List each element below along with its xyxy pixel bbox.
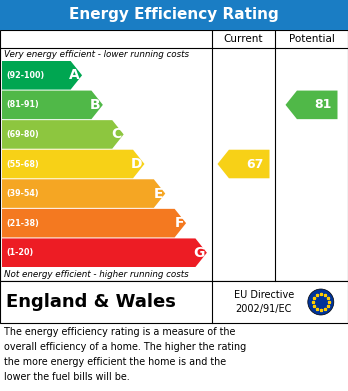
Text: Energy Efficiency Rating: Energy Efficiency Rating bbox=[69, 7, 279, 23]
Polygon shape bbox=[2, 179, 165, 208]
Text: G: G bbox=[193, 246, 205, 260]
Bar bbox=[0, 0, 348, 30]
Text: (69-80): (69-80) bbox=[6, 130, 39, 139]
Polygon shape bbox=[2, 209, 186, 237]
Polygon shape bbox=[2, 120, 124, 149]
Polygon shape bbox=[2, 150, 144, 178]
Polygon shape bbox=[2, 239, 207, 267]
Polygon shape bbox=[2, 61, 82, 90]
Text: (55-68): (55-68) bbox=[6, 160, 39, 169]
Text: (39-54): (39-54) bbox=[6, 189, 39, 198]
Text: A: A bbox=[69, 68, 80, 82]
Text: Current: Current bbox=[224, 34, 263, 44]
Text: EU Directive
2002/91/EC: EU Directive 2002/91/EC bbox=[234, 290, 294, 314]
Polygon shape bbox=[2, 91, 103, 119]
Text: 67: 67 bbox=[246, 158, 263, 170]
Circle shape bbox=[308, 289, 334, 315]
Text: (81-91): (81-91) bbox=[6, 100, 39, 109]
Text: (92-100): (92-100) bbox=[6, 71, 44, 80]
Polygon shape bbox=[285, 91, 338, 119]
Polygon shape bbox=[218, 150, 269, 178]
Text: Potential: Potential bbox=[288, 34, 334, 44]
Bar bbox=[0, 30, 348, 281]
Text: overall efficiency of a home. The higher the rating: overall efficiency of a home. The higher… bbox=[4, 342, 246, 352]
Text: lower the fuel bills will be.: lower the fuel bills will be. bbox=[4, 372, 130, 382]
Text: E: E bbox=[154, 187, 163, 201]
Text: Very energy efficient - lower running costs: Very energy efficient - lower running co… bbox=[4, 50, 189, 59]
Text: D: D bbox=[131, 157, 142, 171]
Text: C: C bbox=[111, 127, 122, 142]
Text: (21-38): (21-38) bbox=[6, 219, 39, 228]
Bar bbox=[0, 281, 348, 323]
Text: Not energy efficient - higher running costs: Not energy efficient - higher running co… bbox=[4, 270, 189, 279]
Text: F: F bbox=[175, 216, 184, 230]
Text: England & Wales: England & Wales bbox=[6, 293, 176, 311]
Text: 81: 81 bbox=[314, 99, 332, 111]
Text: the more energy efficient the home is and the: the more energy efficient the home is an… bbox=[4, 357, 226, 367]
Text: (1-20): (1-20) bbox=[6, 248, 33, 257]
Text: B: B bbox=[90, 98, 101, 112]
Text: The energy efficiency rating is a measure of the: The energy efficiency rating is a measur… bbox=[4, 327, 235, 337]
